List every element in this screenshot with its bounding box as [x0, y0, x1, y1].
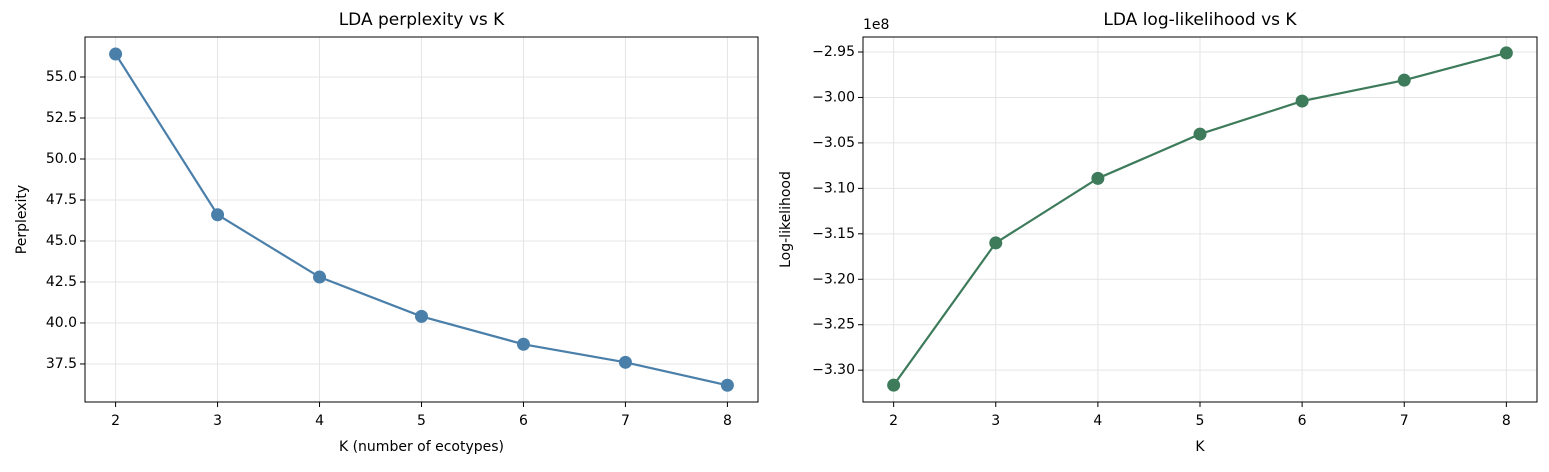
- x-tick-label: 6: [519, 413, 528, 429]
- y-tick-label: −3.25: [812, 317, 855, 333]
- y-tick-label: 52.5: [46, 110, 77, 126]
- y-axis-label: Perplexity: [14, 185, 30, 254]
- x-tick-label: 7: [621, 413, 630, 429]
- x-axis-label: K (number of ecotypes): [339, 439, 504, 455]
- x-tick-label: 4: [1093, 413, 1102, 429]
- data-point: [1295, 94, 1309, 108]
- data-point: [211, 208, 225, 222]
- x-tick-label: 8: [723, 413, 732, 429]
- y-tick-label: 55.0: [46, 69, 77, 85]
- x-tick-label: 2: [111, 413, 120, 429]
- y-tick-label: −3.10: [812, 180, 855, 196]
- chart-title: LDA log-likelihood vs K: [1103, 10, 1297, 30]
- axis-offset-label: 1e8: [863, 17, 889, 33]
- y-tick-label: 37.5: [46, 356, 77, 372]
- y-tick-label: 42.5: [46, 274, 77, 290]
- data-point: [618, 355, 632, 369]
- data-point: [313, 270, 327, 284]
- y-tick-label: −2.95: [812, 44, 855, 60]
- y-tick-label: 47.5: [46, 192, 77, 208]
- data-point: [887, 378, 901, 392]
- data-point: [109, 47, 123, 61]
- chart-title: LDA perplexity vs K: [339, 10, 505, 30]
- x-tick-label: 3: [991, 413, 1000, 429]
- data-point: [516, 337, 530, 351]
- x-tick-label: 8: [1502, 413, 1511, 429]
- data-point: [1397, 73, 1411, 87]
- y-tick-label: 50.0: [46, 151, 77, 167]
- y-axis-label: Log-likelihood: [778, 171, 794, 268]
- x-tick-label: 6: [1298, 413, 1307, 429]
- y-tick-label: −3.30: [812, 362, 855, 378]
- x-tick-label: 5: [1196, 413, 1205, 429]
- y-tick-label: 40.0: [46, 315, 77, 331]
- data-point: [720, 378, 734, 392]
- y-tick-label: −3.20: [812, 271, 855, 287]
- plot-frame: [862, 36, 1538, 403]
- y-tick-label: −3.00: [812, 89, 855, 105]
- x-tick-label: 3: [213, 413, 222, 429]
- x-tick-label: 7: [1400, 413, 1409, 429]
- y-tick-label: −3.05: [812, 135, 855, 151]
- x-axis-label: K: [1195, 439, 1205, 455]
- x-tick-label: 4: [315, 413, 324, 429]
- data-point: [989, 236, 1003, 250]
- plot-frame: [84, 36, 759, 403]
- data-point: [1193, 127, 1207, 141]
- data-point: [1499, 46, 1513, 60]
- x-tick-label: 2: [889, 413, 898, 429]
- x-tick-label: 5: [417, 413, 426, 429]
- y-tick-label: 45.0: [46, 233, 77, 249]
- y-tick-label: −3.15: [812, 226, 855, 242]
- data-point: [415, 309, 428, 323]
- data-point: [1091, 171, 1105, 185]
